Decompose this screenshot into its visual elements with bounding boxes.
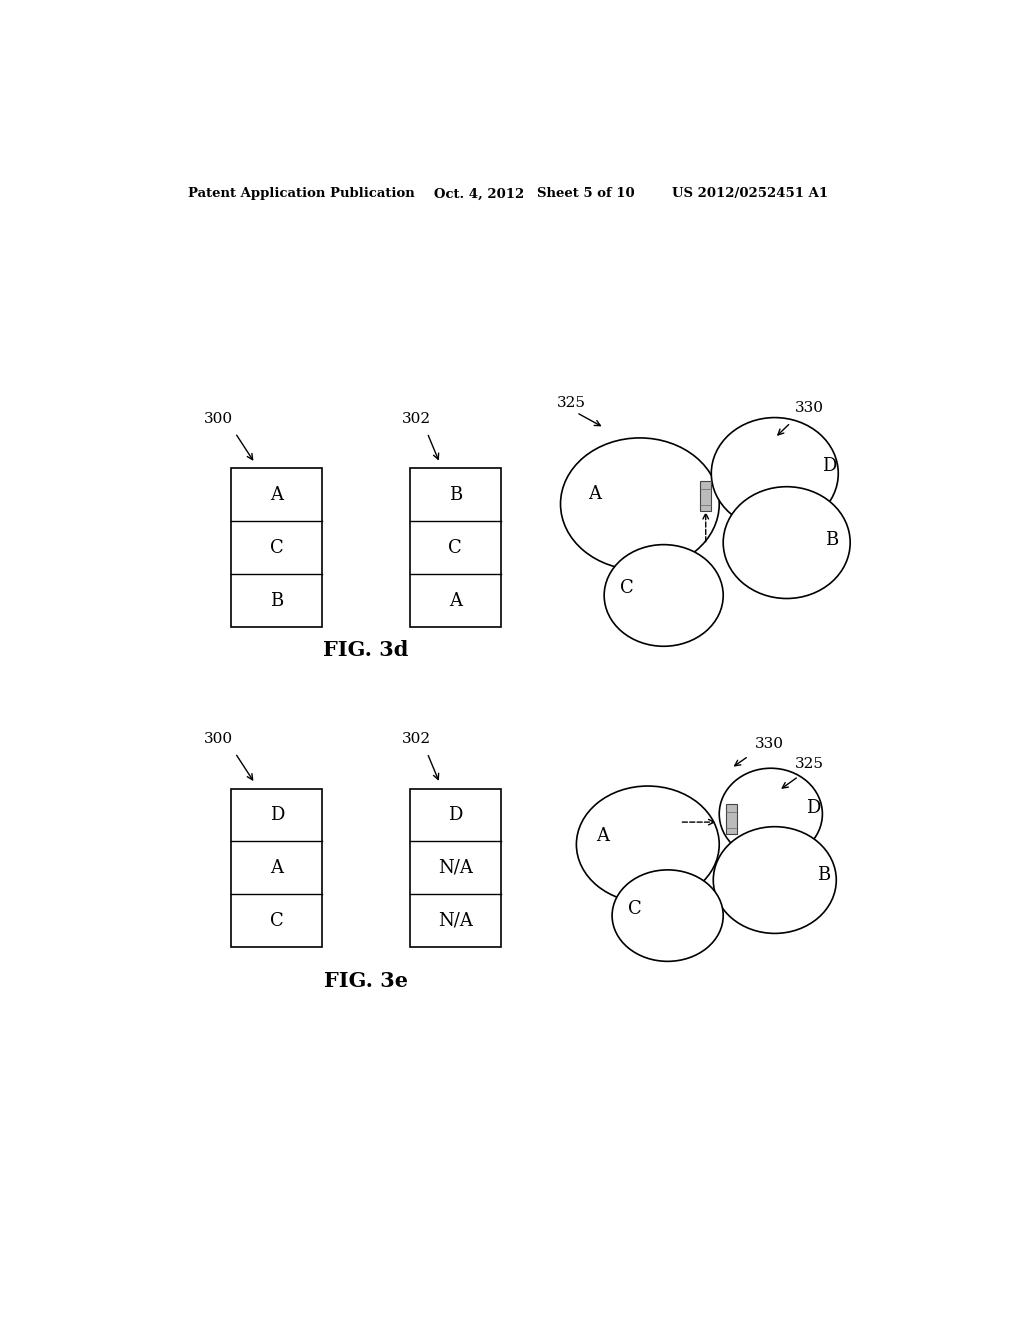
Text: C: C xyxy=(449,539,462,557)
Text: C: C xyxy=(628,900,642,917)
Ellipse shape xyxy=(577,785,719,903)
Text: C: C xyxy=(270,539,284,557)
Text: N/A: N/A xyxy=(438,859,473,876)
Text: A: A xyxy=(270,859,284,876)
Text: 300: 300 xyxy=(204,731,232,746)
Ellipse shape xyxy=(723,487,850,598)
Text: B: B xyxy=(270,591,284,610)
Ellipse shape xyxy=(719,768,822,859)
Text: D: D xyxy=(822,458,837,475)
Text: 325: 325 xyxy=(795,758,823,771)
Text: 302: 302 xyxy=(401,731,431,746)
Ellipse shape xyxy=(712,417,839,529)
Text: B: B xyxy=(824,531,838,549)
Ellipse shape xyxy=(714,826,837,933)
Bar xyxy=(231,788,323,948)
Text: D: D xyxy=(449,807,463,824)
Ellipse shape xyxy=(604,545,723,647)
Text: 330: 330 xyxy=(755,737,784,751)
Text: Sheet 5 of 10: Sheet 5 of 10 xyxy=(537,187,634,201)
Text: C: C xyxy=(620,579,634,598)
Bar xyxy=(231,469,323,627)
Ellipse shape xyxy=(560,438,719,570)
Text: A: A xyxy=(596,828,609,845)
Text: A: A xyxy=(270,486,284,504)
Text: 302: 302 xyxy=(401,412,431,425)
Bar xyxy=(410,469,501,627)
Text: B: B xyxy=(817,866,830,884)
Text: C: C xyxy=(270,912,284,929)
Text: D: D xyxy=(807,799,821,817)
Text: A: A xyxy=(588,484,601,503)
Text: A: A xyxy=(449,591,462,610)
Bar xyxy=(410,788,501,948)
Bar xyxy=(726,804,736,834)
Text: Patent Application Publication: Patent Application Publication xyxy=(187,187,415,201)
Bar xyxy=(700,480,712,511)
Text: 300: 300 xyxy=(204,412,232,425)
Text: D: D xyxy=(269,807,284,824)
Text: FIG. 3d: FIG. 3d xyxy=(324,640,409,660)
Text: US 2012/0252451 A1: US 2012/0252451 A1 xyxy=(672,187,827,201)
Ellipse shape xyxy=(612,870,723,961)
Text: FIG. 3e: FIG. 3e xyxy=(324,970,409,991)
Text: 325: 325 xyxy=(557,396,586,411)
Text: B: B xyxy=(449,486,462,504)
Text: 330: 330 xyxy=(795,401,823,416)
Text: N/A: N/A xyxy=(438,912,473,929)
Text: Oct. 4, 2012: Oct. 4, 2012 xyxy=(433,187,524,201)
